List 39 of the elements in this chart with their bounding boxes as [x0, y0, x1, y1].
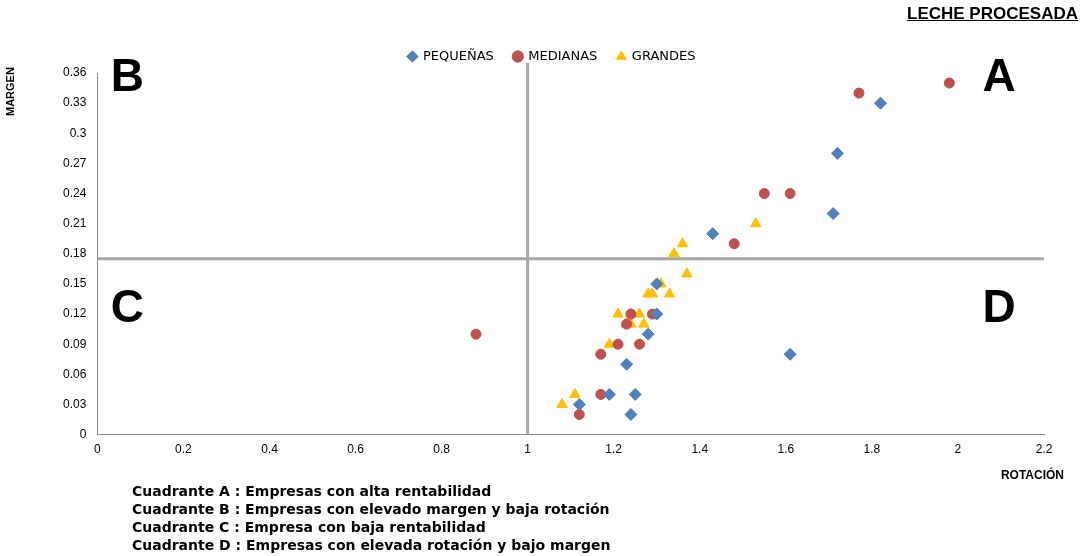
y-tick-label: 0.06 [63, 366, 87, 381]
x-tick-label: 0.8 [433, 442, 451, 457]
y-tick-label: 0.03 [63, 396, 87, 411]
x-tick-label: 1.4 [691, 442, 709, 457]
text: Cuadrante C : Empresa con baja rentabilidad [132, 518, 487, 536]
x-tick-label: 0 [94, 442, 102, 457]
y-tick-label: 0.33 [63, 95, 87, 110]
annotation: D [982, 279, 1016, 332]
y-tick-label: 0.18 [63, 246, 87, 261]
x-tick-label: 0.2 [175, 442, 193, 457]
text: Cuadrante B : Empresas con elevado margen y baja rotación [132, 500, 611, 518]
x-tick-label: 2.2 [1035, 442, 1053, 457]
legend-label: PEQUEÑAS [422, 47, 494, 63]
y-tick-label: 0.3 [69, 125, 87, 140]
y-tick-label: 0 [79, 426, 87, 441]
text: Cuadrante D : Empresas con elevada rotación y bajo margen [132, 536, 611, 554]
annotation: C [110, 279, 144, 332]
y-axis-title: MARGEN [4, 67, 16, 116]
y-tick-label: 0.21 [63, 215, 87, 230]
text: Cuadrante A : Empresas con alta rentabilidad [132, 482, 493, 500]
x-axis-title: ROTACIÓN [1000, 468, 1064, 482]
annotation: B [110, 48, 144, 101]
y-tick-label: 0.24 [63, 185, 87, 200]
chart-title: LECHE PROCESADA [907, 4, 1078, 24]
y-tick-label: 0.36 [63, 65, 87, 80]
x-tick-label: 0.4 [261, 442, 279, 457]
y-tick-label: 0.09 [63, 336, 87, 351]
x-tick-label: 2 [954, 442, 962, 457]
x-tick-label: 0.6 [347, 442, 365, 457]
y-tick-label: 0.27 [63, 155, 87, 170]
x-tick-label: 1.6 [777, 442, 795, 457]
x-tick-label: 1.2 [605, 442, 623, 457]
annotation: A [982, 48, 1016, 101]
y-tick-label: 0.15 [63, 276, 87, 291]
y-tick-label: 0.12 [63, 306, 87, 321]
x-tick-label: 1.8 [863, 442, 881, 457]
legend-label: MEDIANAS [528, 47, 598, 63]
legend-label: GRANDES [631, 47, 696, 63]
x-tick-label: 1 [524, 442, 532, 457]
